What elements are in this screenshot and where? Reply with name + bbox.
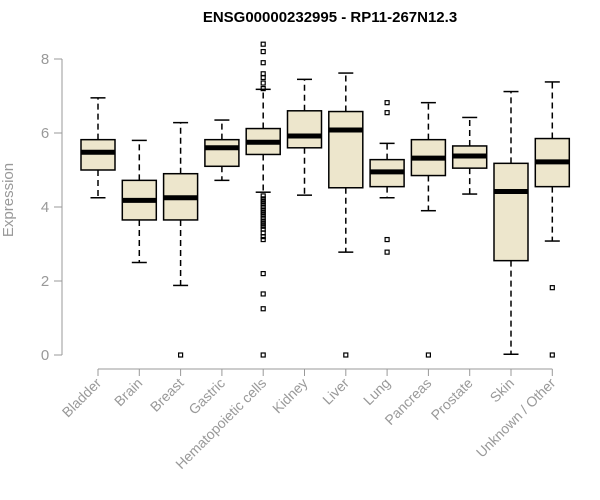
- box-group: [369, 100, 405, 255]
- box-iqr: [328, 110, 364, 189]
- outlier-point: [260, 306, 266, 312]
- box-iqr: [493, 162, 529, 262]
- x-tick-label: Bladder: [59, 375, 105, 421]
- outlier-point: [260, 223, 266, 229]
- y-tick-label: 4: [41, 199, 49, 216]
- y-axis-label: Expression: [0, 163, 17, 237]
- outlier-point: [260, 291, 266, 297]
- box-group: [451, 116, 488, 195]
- outlier-point: [343, 352, 349, 358]
- outlier-point: [260, 236, 266, 243]
- x-tick-label: Brain: [111, 375, 145, 409]
- outlier-point: [549, 285, 555, 291]
- outlier-point: [425, 352, 431, 358]
- x-tick-label: Skin: [487, 375, 518, 406]
- box-group: [162, 121, 199, 358]
- outlier-point: [178, 352, 184, 358]
- outlier-point: [260, 193, 266, 199]
- outlier-point: [384, 110, 390, 116]
- box-group: [121, 139, 158, 264]
- outlier-point: [260, 352, 266, 358]
- box-iqr: [204, 138, 240, 168]
- y-tick-label: 0: [41, 347, 49, 364]
- y-tick-label: 6: [41, 125, 49, 142]
- box-series: [80, 41, 571, 358]
- box-group: [80, 97, 116, 199]
- box-group: [534, 81, 571, 358]
- outlier-point: [260, 271, 266, 277]
- y-axis: 0 2 4 6 8: [41, 51, 63, 364]
- x-tick-label: Prostate: [428, 375, 476, 423]
- box-iqr: [80, 138, 116, 171]
- box-group: [328, 72, 364, 358]
- box-group: [493, 90, 529, 356]
- outlier-point: [260, 80, 266, 86]
- outlier-point: [260, 204, 266, 210]
- box-group: [410, 101, 447, 358]
- box-group: [204, 119, 240, 182]
- outlier-point: [260, 74, 266, 81]
- box-group: [286, 78, 323, 196]
- outlier-point: [384, 100, 390, 106]
- outlier-point: [260, 60, 266, 66]
- outlier-point: [260, 48, 266, 55]
- chart-title: ENSG00000232995 - RP11-267N12.3: [203, 9, 457, 26]
- x-tick-label: Breast: [147, 375, 187, 415]
- outlier-point: [549, 352, 555, 358]
- outlier-point: [260, 212, 266, 218]
- outlier-point: [260, 201, 266, 207]
- box-iqr: [286, 110, 323, 149]
- outlier-point: [384, 236, 390, 243]
- outlier-point: [260, 234, 266, 240]
- outlier-point: [260, 85, 266, 92]
- y-tick-label: 2: [41, 273, 49, 290]
- outlier-point: [260, 41, 266, 47]
- outlier-point: [384, 249, 390, 255]
- outlier-point: [260, 215, 266, 221]
- x-tick-label: Lung: [360, 375, 393, 408]
- x-tick-label: Liver: [319, 375, 352, 408]
- y-tick-label: 8: [41, 51, 49, 68]
- box-group: [245, 41, 281, 358]
- x-tick-label: Kidney: [269, 375, 311, 417]
